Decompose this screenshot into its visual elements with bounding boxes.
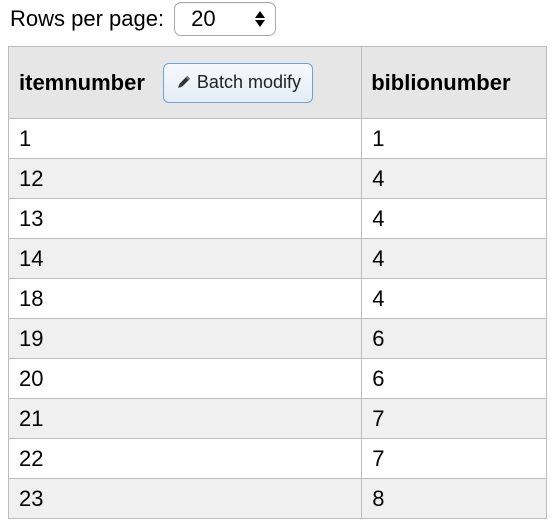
table-row: 20 6 <box>7 358 547 399</box>
batch-modify-label: Batch modify <box>196 72 301 92</box>
cell-biblionumber: 4 <box>361 278 547 319</box>
table-row: 13 4 <box>7 198 547 239</box>
cell-itemnumber: 14 <box>7 238 363 279</box>
rows-per-page-label: Rows per page: <box>10 6 165 31</box>
cell-itemnumber: 19 <box>7 318 363 359</box>
table-row: 19 6 <box>7 318 547 359</box>
table-row: 18 4 <box>7 278 547 319</box>
column-header-itemnumber: itemnumber Batch modify <box>7 46 363 119</box>
table-header-row: itemnumber Batch modify <box>7 46 547 119</box>
table-row: 21 7 <box>7 398 547 439</box>
cell-itemnumber: 20 <box>7 358 363 399</box>
cell-biblionumber: 6 <box>361 358 547 399</box>
column-header-biblionumber: biblionumber <box>361 46 547 119</box>
rows-per-page-select[interactable]: 20 <box>174 2 277 36</box>
cell-itemnumber: 23 <box>7 478 363 519</box>
cell-biblionumber: 7 <box>361 398 547 439</box>
batch-modify-button[interactable]: Batch modify <box>162 62 313 103</box>
column-header-label: itemnumber <box>19 69 145 95</box>
results-table: itemnumber Batch modify <box>7 46 547 519</box>
pencil-icon <box>174 74 192 92</box>
rows-per-page-control: Rows per page: 20 <box>0 0 277 38</box>
cell-biblionumber: 4 <box>361 238 547 279</box>
cell-itemnumber: 12 <box>7 158 363 199</box>
column-header-label: biblionumber <box>371 69 511 95</box>
cell-biblionumber: 7 <box>361 438 547 479</box>
table-row: 12 4 <box>7 158 547 199</box>
up-down-arrows-icon <box>255 11 266 27</box>
cell-itemnumber: 21 <box>7 398 363 439</box>
cell-itemnumber: 18 <box>7 278 363 319</box>
cell-itemnumber: 13 <box>7 198 363 239</box>
cell-itemnumber: 22 <box>7 438 363 479</box>
cell-biblionumber: 8 <box>361 478 547 519</box>
cell-itemnumber: 1 <box>7 118 363 159</box>
cell-biblionumber: 4 <box>361 198 547 239</box>
table-row: 14 4 <box>7 238 547 279</box>
cell-biblionumber: 1 <box>361 118 547 159</box>
table-row: 22 7 <box>7 438 547 479</box>
cell-biblionumber: 4 <box>361 158 547 199</box>
table-row: 23 8 <box>7 478 547 519</box>
rows-per-page-value: 20 <box>191 6 216 31</box>
cell-biblionumber: 6 <box>361 318 547 359</box>
table-header: itemnumber Batch modify <box>7 46 547 119</box>
table-body: 1 1 12 4 13 4 14 4 18 4 19 6 20 6 21 7 22 7 23 8 <box>7 118 547 519</box>
